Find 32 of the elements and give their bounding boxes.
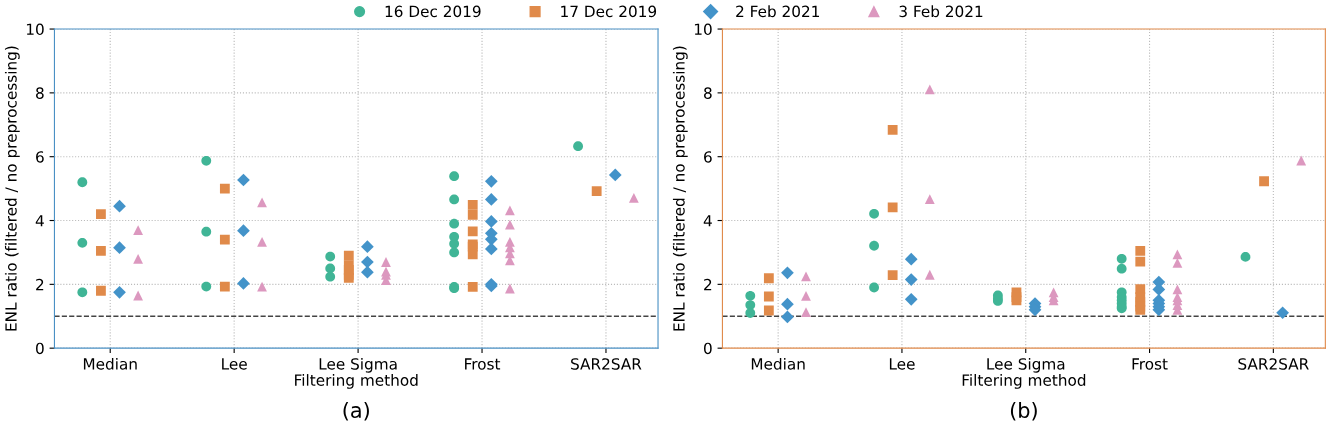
y-tick-label: 10 (26, 23, 44, 36)
y-tick-label: 2 (704, 278, 712, 291)
y-tick-label: 8 (704, 87, 712, 99)
x-tick-label: Lee Sigma (319, 357, 397, 373)
y-tick-label: 2 (36, 278, 44, 291)
x-tick-label: Median (751, 357, 805, 370)
y-tick-label: 6 (36, 151, 44, 163)
y-tick-label: 8 (36, 87, 44, 99)
y-tick-label: 4 (703, 215, 712, 227)
x-axis-title: Filtering method (962, 374, 1086, 389)
legend-label: 2 Feb 2021 (736, 5, 820, 18)
y-axis-title: ENL ratio (filtered / no preprocessing) (672, 46, 688, 331)
legend-label: 3 Feb 2021 (899, 5, 983, 18)
x-tick-label: Lee (889, 358, 915, 370)
y-tick-label: 4 (35, 215, 44, 227)
x-tick-label: Median (83, 357, 137, 370)
x-tick-label: Frost (1132, 358, 1168, 370)
y-tick-label: 0 (704, 342, 712, 355)
x-tick-label: Lee Sigma (987, 357, 1065, 373)
legend-label: 17 Dec 2019 (561, 5, 657, 18)
y-tick-label: 10 (694, 23, 712, 36)
x-axis-title: Filtering method (295, 374, 418, 389)
x-tick-label: SAR2SAR (1238, 358, 1309, 370)
x-tick-label: SAR2SAR (571, 358, 642, 370)
y-tick-label: 6 (704, 151, 712, 163)
y-tick-label: 0 (36, 342, 44, 355)
y-axis-title: ENL ratio (filtered / no preprocessing) (4, 46, 20, 331)
text: (b) (1010, 401, 1037, 421)
x-tick-label: Frost (465, 358, 501, 370)
text: (a) (343, 401, 369, 421)
x-tick-label: Lee (222, 358, 247, 370)
legend-label: 16 Dec 2019 (385, 5, 481, 18)
